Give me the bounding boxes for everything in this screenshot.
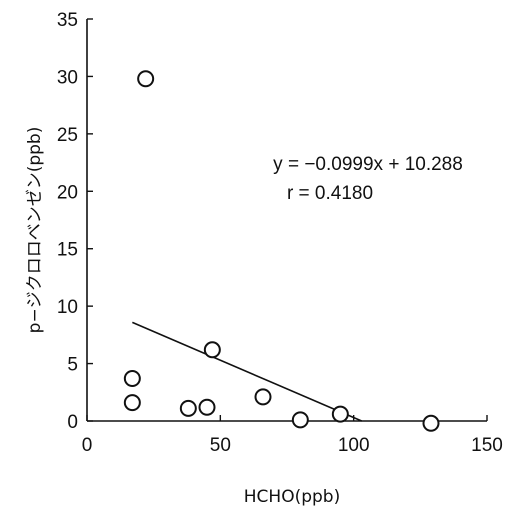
y-axis: 0 5 10 15 20 25 30 35	[57, 10, 93, 433]
y-tick-label: 35	[57, 10, 78, 31]
regression-equation: y = −0.0999x + 10.288	[273, 154, 463, 175]
x-tick-label: 100	[338, 435, 370, 456]
x-axis: 0 50 100 150	[82, 415, 503, 456]
data-point	[291, 411, 309, 429]
y-axis-label: p−ジクロロベンゼン(ppb)	[25, 127, 45, 334]
data-point	[123, 394, 141, 412]
data-point	[422, 414, 440, 432]
y-tick-label: 10	[57, 297, 78, 318]
correlation-coefficient: r = 0.4180	[287, 183, 373, 204]
y-tick-label: 5	[67, 355, 78, 376]
x-tick-label: 50	[210, 435, 231, 456]
data-point	[137, 70, 155, 88]
y-tick-label: 30	[57, 67, 78, 88]
data-point	[331, 405, 349, 423]
x-axis-label: HCHO(ppb)	[244, 487, 340, 507]
data-point	[123, 370, 141, 388]
data-point	[198, 398, 216, 416]
x-tick-label: 0	[82, 435, 93, 456]
y-tick-label: 20	[57, 182, 78, 203]
data-point	[179, 399, 197, 417]
y-tick-label: 25	[57, 125, 78, 146]
x-tick-label: 150	[471, 435, 503, 456]
data-point	[254, 388, 272, 406]
y-tick-label: 15	[57, 240, 78, 261]
y-tick-label: 0	[67, 412, 78, 433]
trend-line	[132, 321, 362, 422]
data-point	[203, 341, 221, 359]
